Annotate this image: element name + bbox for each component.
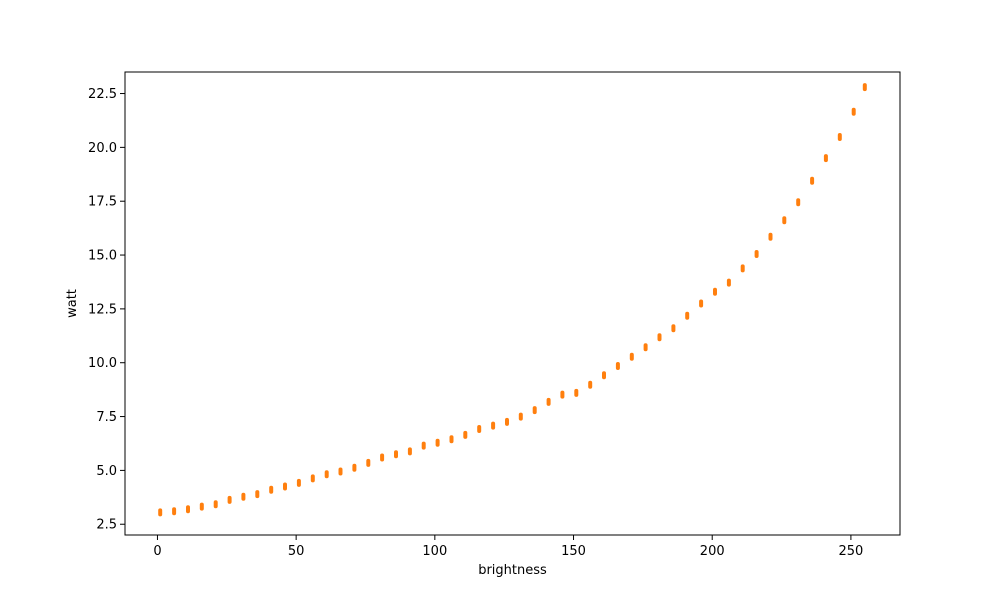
data-point	[615, 362, 620, 370]
data-point	[255, 490, 260, 499]
data-point	[685, 311, 690, 320]
y-tick-label: 2.5	[96, 518, 117, 533]
data-point	[851, 107, 856, 116]
data-point	[546, 397, 551, 406]
x-tick-label: 100	[422, 544, 447, 559]
data-point	[269, 485, 274, 494]
data-point	[172, 507, 177, 516]
y-tick-label: 7.5	[96, 410, 117, 425]
x-tick-label: 150	[561, 544, 586, 559]
y-tick-label: 5.0	[96, 464, 117, 479]
data-point	[435, 438, 440, 447]
x-tick-label: 250	[838, 544, 863, 559]
data-point	[366, 458, 371, 467]
data-point	[505, 417, 509, 426]
data-point	[810, 176, 815, 185]
data-point	[463, 430, 468, 439]
data-point	[213, 500, 218, 509]
y-tick-label: 10.0	[88, 356, 117, 371]
data-point	[532, 406, 537, 415]
data-point	[602, 371, 606, 380]
data-point	[421, 441, 426, 450]
data-point	[407, 447, 412, 456]
data-point	[491, 421, 496, 430]
x-tick-label: 50	[288, 544, 305, 559]
data-point	[560, 390, 565, 399]
data-point	[296, 478, 301, 487]
data-point	[283, 482, 287, 491]
data-point	[310, 474, 315, 483]
data-point	[754, 250, 759, 258]
data-point	[380, 453, 385, 462]
data-point	[352, 463, 357, 472]
data-point	[740, 264, 745, 273]
data-point	[768, 232, 773, 241]
y-axis-label: watt	[65, 289, 80, 318]
x-axis-ticks: 0 50 100 150 200 250	[153, 535, 863, 559]
data-point	[186, 505, 190, 514]
data-point	[394, 450, 398, 459]
x-axis-label: brightness	[478, 563, 547, 578]
data-point	[324, 470, 329, 479]
y-tick-label: 20.0	[88, 141, 117, 156]
y-axis-ticks: 2.5 5.0 7.5 10.0 12.5 15.0 17.5 20.0 22.5	[88, 87, 125, 533]
x-tick-label: 200	[700, 544, 725, 559]
data-point	[699, 299, 704, 308]
data-point	[823, 154, 828, 163]
data-point	[796, 198, 801, 207]
data-point	[199, 502, 204, 511]
data-point	[726, 278, 731, 287]
y-tick-label: 15.0	[88, 249, 117, 264]
plot-background	[125, 72, 900, 535]
data-point	[657, 333, 662, 342]
data-point	[862, 83, 867, 92]
y-tick-label: 17.5	[88, 195, 117, 210]
data-point	[588, 380, 593, 389]
x-tick-label: 0	[153, 544, 161, 559]
data-point	[574, 388, 579, 397]
data-point	[227, 495, 232, 504]
data-point	[837, 133, 842, 141]
data-point	[477, 425, 482, 433]
data-point	[643, 343, 648, 352]
plot-frame	[124, 71, 901, 536]
data-point	[671, 324, 676, 333]
data-point	[158, 508, 163, 517]
data-point	[782, 216, 787, 225]
data-point	[241, 492, 246, 501]
y-tick-label: 22.5	[88, 87, 117, 102]
data-point	[338, 467, 343, 476]
data-point	[449, 435, 454, 444]
data-point	[629, 352, 634, 361]
data-point	[518, 412, 523, 421]
data-point	[713, 287, 717, 296]
y-tick-label: 12.5	[88, 302, 117, 317]
data-points	[158, 83, 867, 517]
